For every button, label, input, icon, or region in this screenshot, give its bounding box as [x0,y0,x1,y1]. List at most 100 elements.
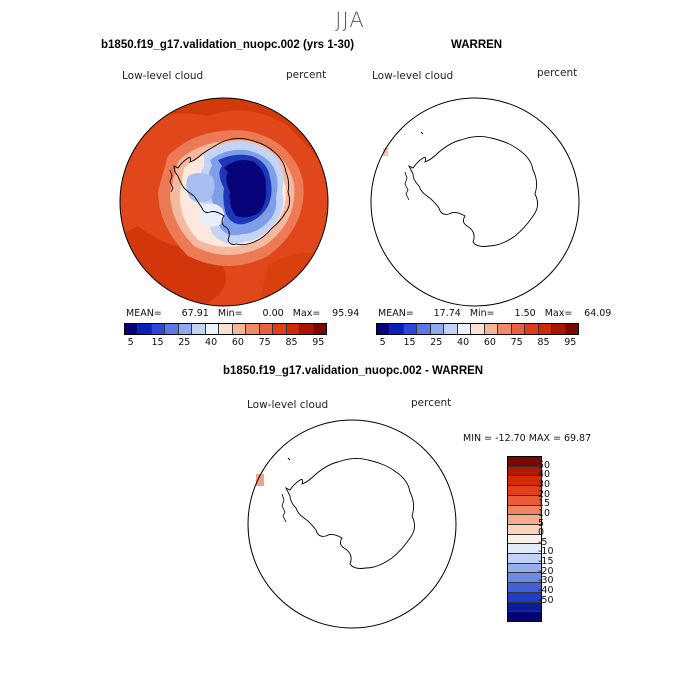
diff-variable-label: Low-level cloud [247,399,329,411]
diff-colorbar-swatch [508,515,541,525]
obs-stats: MEAN= 17.74 Min= 1.50 Max= 64.09 [378,308,611,319]
diff-map-border [247,419,457,629]
diff-colorbar-swatch [508,592,541,603]
obs-colorbar-swatch [565,324,579,334]
model-cloud-field [120,98,328,306]
model-colorbar-tick-label: 5 [127,337,134,348]
obs-colorbar-swatch [498,324,512,334]
model-colorbar-swatch [192,324,206,334]
model-colorbar-tick-label: 95 [312,337,325,348]
diff-colorbar-label: -5 [538,536,548,548]
obs-colorbar-tick-label: 5 [379,337,386,348]
model-max-value: 95.94 [332,308,360,319]
diff-colorbar-swatch [508,486,541,496]
model-colorbar-swatch [178,324,193,334]
diff-colorbar-swatch [508,505,541,516]
model-panel-title: b1850.f19_g17.validation_nuopc.002 (yrs … [101,39,355,51]
model-colorbar-swatch [259,324,274,334]
diff-colorbar-swatch [508,554,541,564]
obs-colorbar-tick-label: 25 [430,337,443,348]
model-colorbar-swatch [313,324,327,334]
diff-colorbar-label: 10 [538,507,551,519]
diff-colorbar-swatch [508,563,541,574]
model-colorbar-tick-label: 25 [178,337,191,348]
model-polar-map [119,97,329,307]
diff-colorbar-label: 50 [538,459,551,471]
obs-colorbar-tick-label: 15 [403,337,416,348]
diff-colorbar-swatch [508,544,541,555]
diff-colorbar [507,456,542,622]
diff-colorbar-swatch [508,466,541,477]
model-colorbar-swatch [300,324,314,334]
model-stats: MEAN= 67.91 Min= 0.00 Max= 95.94 [126,308,359,319]
diff-colorbar-swatch [508,476,541,487]
diff-colorbar-swatch [508,573,541,584]
diff-colorbar-label: -15 [538,556,554,568]
diff-colorbar-label: -10 [538,546,554,558]
obs-colorbar-swatch [552,324,566,334]
obs-colorbar-swatch [390,324,404,334]
model-colorbar-swatch [205,324,220,334]
diff-minmax: MIN = -12.70 MAX = 69.87 [463,433,592,444]
model-min-label: Min= [217,308,243,319]
diff-colorbar-label: 40 [538,469,551,481]
obs-colorbar-tick-label: 95 [564,337,577,348]
model-max-label: Max= [292,308,321,319]
model-variable-label: Low-level cloud [122,70,204,82]
obs-colorbar-swatch [457,324,472,334]
obs-colorbar-tick-label: 75 [510,337,523,348]
obs-colorbar-swatch [525,324,539,334]
model-units-label: percent [286,69,327,81]
model-mean-value: 67.91 [181,308,209,319]
diff-colorbar-label: -40 [538,585,554,597]
obs-colorbar-swatch [377,324,391,334]
obs-coastline [407,135,538,247]
diff-colorbar-label: 0 [538,527,545,539]
model-colorbar-swatch [232,324,247,334]
obs-map-border [370,97,580,307]
obs-units-label: percent [537,67,578,79]
obs-colorbar-tick-label: 85 [537,337,550,348]
obs-cloud-patch [383,148,388,156]
model-mean-label: MEAN= [126,308,162,319]
model-min-value: 0.00 [262,308,284,319]
model-colorbar-swatch [151,324,166,334]
obs-min-value: 1.50 [514,308,536,319]
model-colorbar-swatch [286,324,301,334]
obs-colorbar-swatch [538,324,553,334]
model-map-border [119,97,329,307]
diff-polar-map [247,419,457,629]
season-title: JJA [335,8,365,32]
model-colorbar-swatch [273,324,287,334]
obs-colorbar-swatch [417,324,431,334]
diff-colorbar-label: -30 [538,575,554,587]
obs-colorbar-swatch [511,324,526,334]
diff-colorbar-labels: 50 40 30 20 15 10 5 0 -5 -10 -15 -20 -30 -40 -50 [538,456,578,620]
model-colorbar-swatch [125,324,139,334]
model-colorbar-tick-label: 85 [285,337,298,348]
model-colorbar-tick-label: 75 [258,337,271,348]
diff-colorbar-swatch [508,583,541,593]
obs-max-label: Max= [544,308,573,319]
model-colorbar-swatch [138,324,152,334]
diff-coastline [284,457,415,569]
diff-colorbar-label: -50 [538,594,554,606]
obs-colorbar-tick-label: 60 [483,337,496,348]
diff-colorbar-swatch [508,524,541,535]
model-colorbar-swatch [219,324,233,334]
obs-mean-value: 17.74 [433,308,461,319]
obs-panel-title: WARREN [451,39,503,51]
diff-units-label: percent [411,397,452,409]
diff-colorbar-swatch [508,457,541,467]
obs-colorbar-ticks: 5 15 25 40 60 75 85 95 [376,337,577,349]
model-colorbar-ticks: 5 15 25 40 60 75 85 95 [124,337,325,349]
obs-colorbar-swatch [471,324,485,334]
obs-colorbar-swatch [403,324,418,334]
obs-colorbar-swatch [444,324,458,334]
diff-colorbar-label: -20 [538,565,554,577]
diff-colorbar-swatch [508,612,541,621]
diff-colorbar-swatch [508,495,541,506]
obs-colorbar-swatch [484,324,499,334]
diff-panel-title: b1850.f19_g17.validation_nuopc.002 - WAR… [223,365,484,377]
diff-colorbar-label: 5 [538,517,545,529]
